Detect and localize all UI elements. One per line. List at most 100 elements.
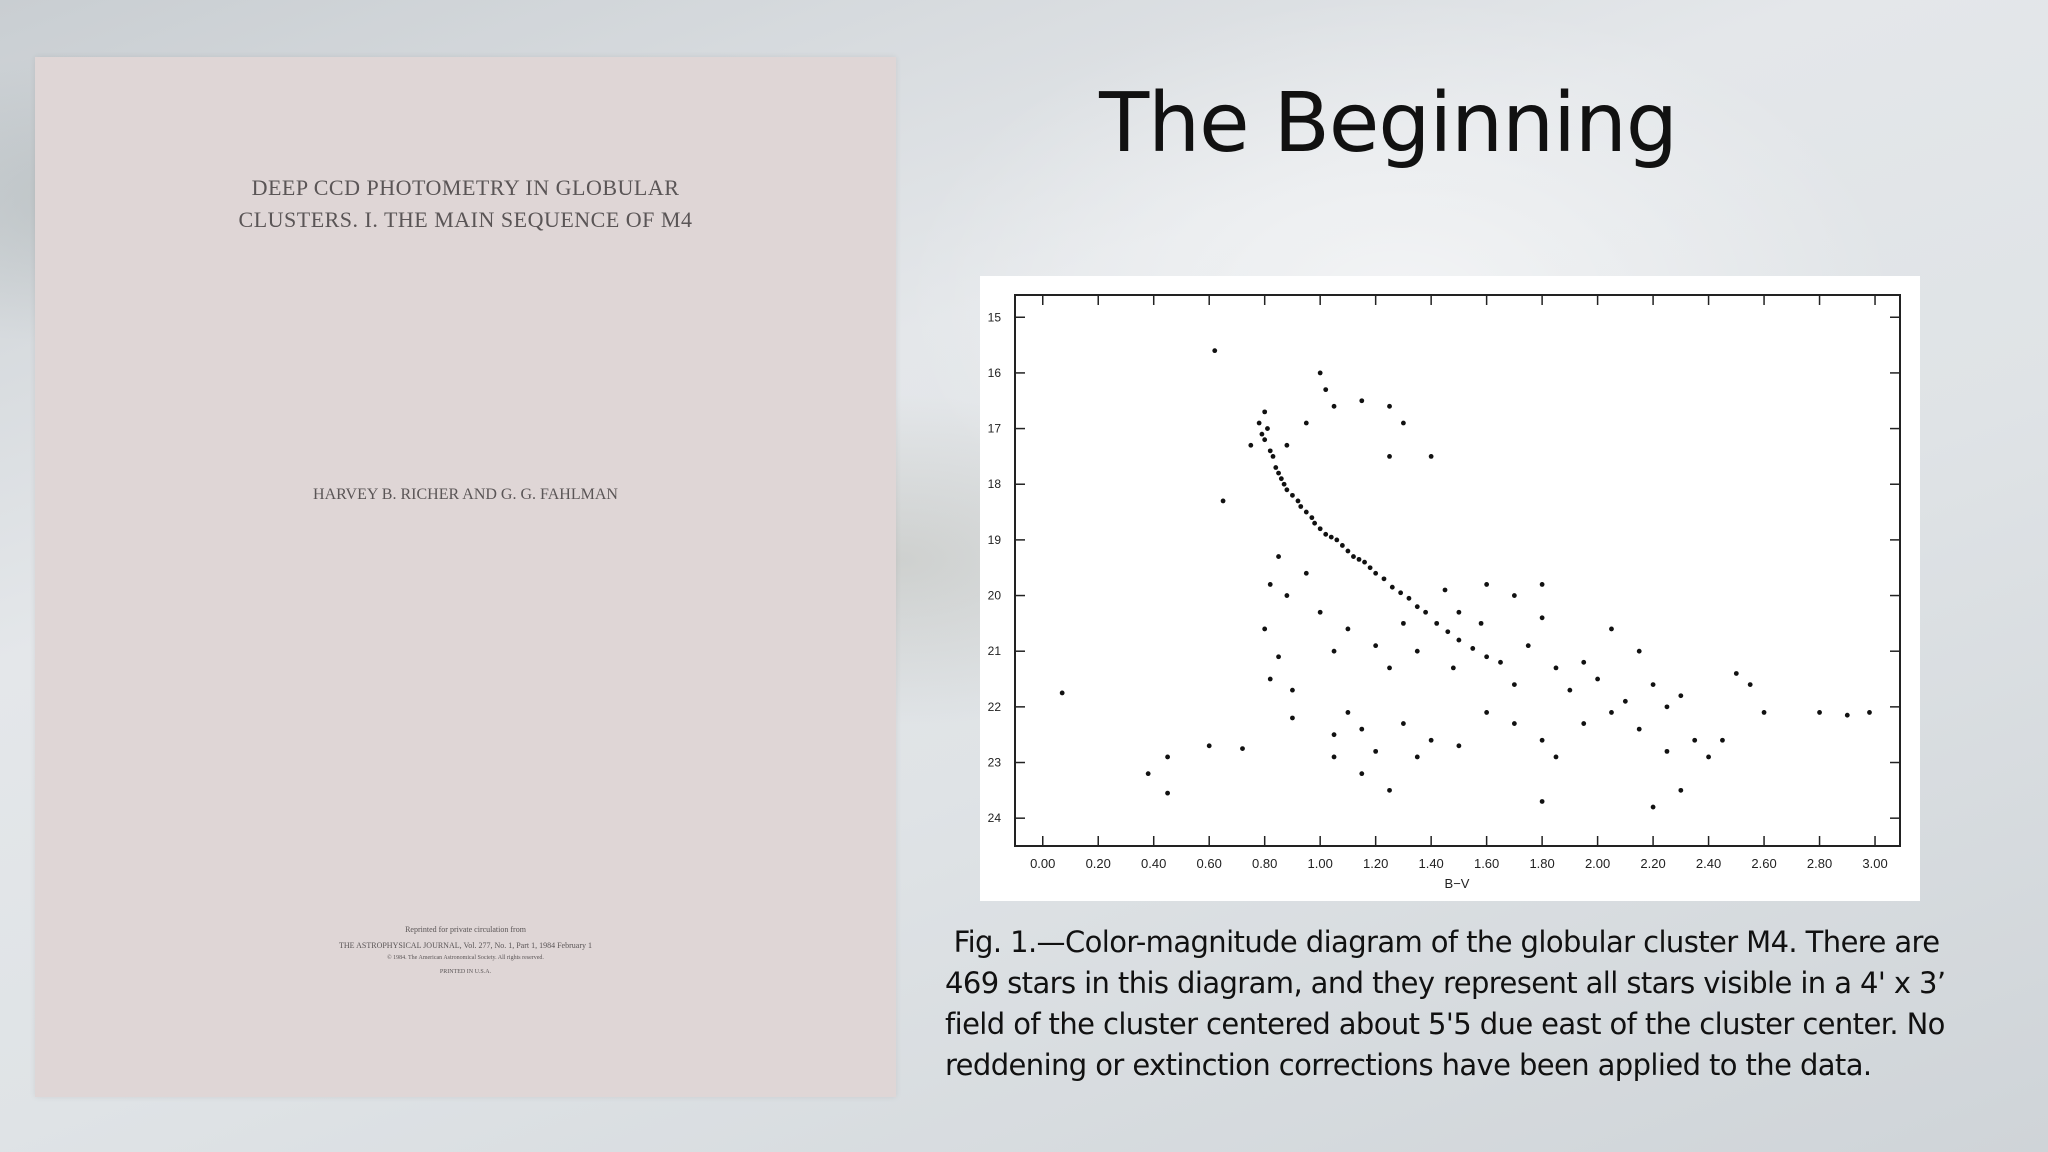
x-tick-label: 1.00 (1308, 856, 1333, 871)
star-point (1262, 626, 1268, 632)
star-point (1581, 721, 1587, 726)
star-point (1401, 420, 1406, 426)
caption-line: 469 stars in this diagram, and they repr… (945, 966, 1946, 1000)
star-point (1650, 804, 1656, 810)
star-point (1351, 554, 1356, 559)
x-tick-label: 2.20 (1640, 856, 1665, 871)
star-point (1636, 648, 1642, 654)
caption-line: reddening or extinction corrections have… (945, 1048, 1872, 1082)
star-point (1317, 370, 1323, 376)
star-point (1511, 721, 1517, 726)
y-tick-label: 24 (988, 811, 1002, 825)
y-tick-label: 17 (988, 422, 1002, 436)
star-point (1276, 654, 1281, 660)
star-point (1484, 710, 1490, 715)
x-axis-label: B−V (1445, 876, 1470, 891)
x-tick-label: 2.80 (1807, 856, 1832, 871)
star-point (1387, 665, 1392, 671)
star-point (1367, 565, 1373, 571)
star-point (1284, 593, 1290, 598)
star-point (1220, 498, 1226, 504)
star-point (1511, 593, 1517, 598)
slide-title: The Beginning (1099, 76, 1678, 171)
star-point (1867, 710, 1872, 715)
star-point (1414, 754, 1420, 760)
star-point (1290, 687, 1295, 693)
x-tick-label: 1.20 (1363, 856, 1388, 871)
star-point (1331, 403, 1337, 409)
star-point (1692, 737, 1698, 743)
star-point (1678, 693, 1684, 699)
star-point (1267, 582, 1273, 587)
star-point (1256, 420, 1262, 426)
star-point (1498, 659, 1503, 665)
paper-title: CLUSTERS. I. THE MAIN SEQUENCE OF M4 (238, 207, 693, 232)
star-point (1450, 665, 1456, 671)
star-point (1636, 726, 1642, 732)
star-point (1434, 620, 1440, 626)
x-tick-label: 0.80 (1252, 856, 1277, 871)
chart-background (980, 276, 1920, 901)
star-point (1539, 582, 1545, 587)
star-point (1747, 682, 1753, 687)
x-tick-label: 2.60 (1751, 856, 1776, 871)
star-point (1387, 787, 1392, 793)
y-tick-label: 21 (988, 644, 1002, 658)
star-point (1581, 659, 1587, 665)
star-point (1664, 748, 1670, 754)
x-tick-label: 0.60 (1197, 856, 1222, 871)
paper-cover: DEEP CCD PHOTOMETRY IN GLOBULAR CLUSTERS… (35, 57, 896, 1097)
star-point (1442, 587, 1448, 593)
star-point (1145, 771, 1151, 777)
y-tick-label: 15 (988, 310, 1002, 324)
star-point (1706, 754, 1711, 760)
star-point (1359, 771, 1365, 777)
star-point (1359, 398, 1365, 404)
star-point (1284, 487, 1290, 493)
chart: B−V 0.00 0.20 0.40 0.60 0.80 1.00 1.20 1.40 1.60… (980, 276, 1920, 901)
caption-line: field of the cluster centered about 5'5 … (945, 1007, 1945, 1041)
x-tick-label: 0.20 (1086, 856, 1111, 871)
star-point (1262, 409, 1268, 415)
star-point (1317, 609, 1323, 615)
star-point (1389, 584, 1395, 590)
x-tick-label: 1.80 (1529, 856, 1554, 871)
star-point (1609, 710, 1614, 715)
star-point (1273, 465, 1279, 470)
star-point (1387, 403, 1392, 409)
star-point (1678, 787, 1684, 793)
star-point (1303, 420, 1309, 426)
y-tick-label: 18 (988, 477, 1002, 491)
y-tick-label: 20 (988, 589, 1002, 603)
x-tick-label: 1.60 (1474, 856, 1499, 871)
star-point (1267, 676, 1273, 682)
star-point (1456, 637, 1462, 643)
star-point (1761, 710, 1767, 715)
star-point (1817, 710, 1822, 715)
star-point (1303, 570, 1309, 576)
star-point (1414, 604, 1420, 610)
paper-footer: PRINTED IN U.S.A. (439, 969, 492, 975)
star-point (1323, 387, 1329, 393)
star-point (1373, 748, 1379, 754)
paper-footer: © 1984. The American Astronomical Societ… (387, 955, 544, 961)
star-point (1345, 710, 1351, 715)
star-point (1312, 520, 1318, 526)
star-point (1720, 737, 1725, 743)
star-point (1331, 754, 1337, 760)
star-point (1539, 799, 1545, 804)
star-point (1567, 687, 1573, 693)
star-point (1284, 442, 1290, 448)
star-point (1278, 476, 1284, 482)
paper-footer: Reprinted for private circulation from (405, 925, 526, 934)
star-point (1331, 732, 1337, 738)
star-point (1317, 526, 1323, 532)
star-point (1328, 534, 1334, 540)
star-point (1303, 509, 1309, 515)
star-point (1240, 746, 1245, 752)
plot-frame (1014, 294, 1901, 847)
star-point (1525, 643, 1531, 649)
star-point (1456, 609, 1462, 615)
star-point (1356, 556, 1362, 562)
